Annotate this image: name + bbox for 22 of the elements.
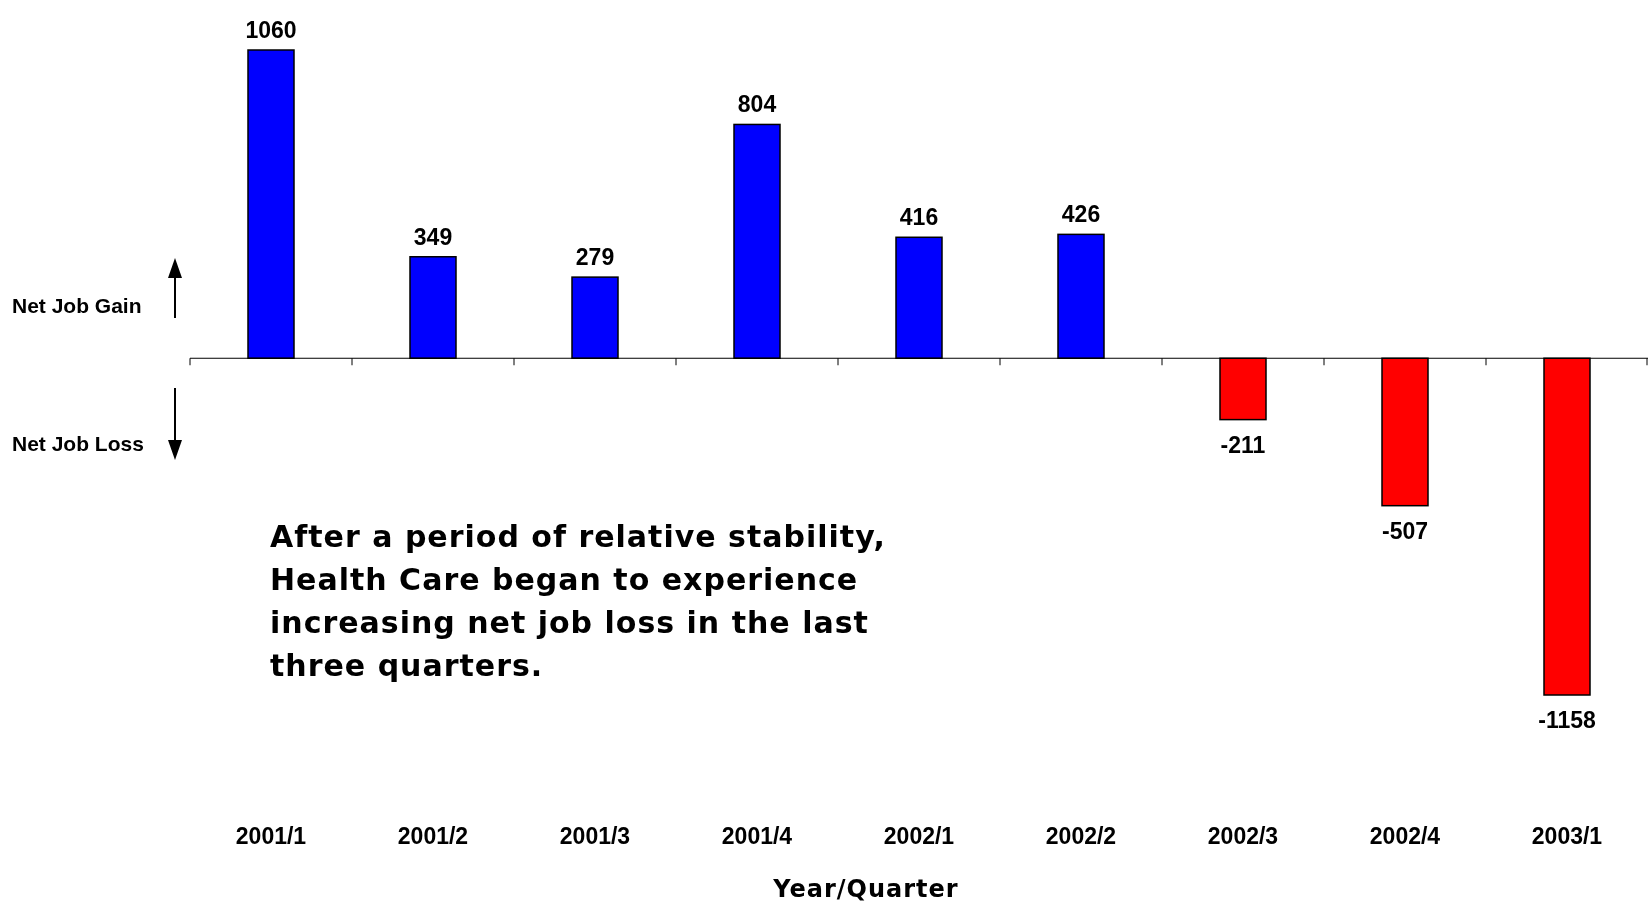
annotation: After a period of relative stability, Health Care began to experience increasing net job loss in the last three quarters. [270,519,886,683]
data-label: 279 [575,244,615,271]
x-tick-label: 2002/4 [1369,823,1441,849]
x-tick-label: 2001/4 [721,823,793,849]
data-label: -507 [1381,517,1429,544]
data-label: 804 [737,91,777,118]
x-tick-label: 2002/3 [1207,823,1279,849]
text: Net Job Gain [12,294,142,317]
data-label: 349 [413,223,453,250]
data-label: 416 [899,204,939,231]
data-label: 1060 [245,17,297,43]
x-axis-title: Year/Quarter [772,875,959,903]
x-tick-label: 2003/1 [1531,823,1603,849]
data-label: -211 [1220,431,1266,458]
data-label: 426 [1061,201,1101,228]
x-tick-label: 2001/2 [397,823,469,849]
x-tick-label: 2002/2 [1045,823,1117,849]
x-tick-label: 2001/1 [235,823,307,849]
x-tick-label: 2001/3 [559,823,631,849]
x-tick-label: 2002/1 [883,823,955,849]
data-label: -1158 [1538,707,1596,733]
text: Net Job Loss [12,432,144,455]
